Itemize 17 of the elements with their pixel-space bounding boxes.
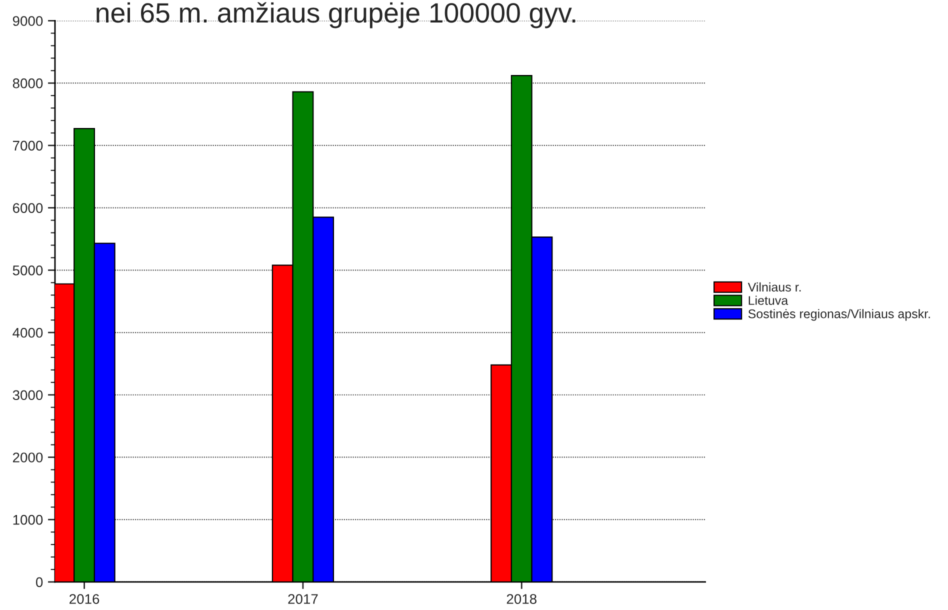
y-tick-label: 2000 — [12, 452, 43, 462]
y-tick-label: 0 — [36, 577, 43, 588]
chart-title: nei 65 m. amžiaus grupėje 100000 gyv. — [96, 2, 576, 28]
legend-label: Sostinės regionas/Vilniaus apskr. — [748, 309, 930, 321]
y-tick-label: 7000 — [12, 140, 43, 151]
y-tick-label: 4000 — [12, 328, 43, 338]
y-tick-label: 8000 — [12, 78, 43, 88]
legend-label: Vilniaus r. — [748, 282, 801, 292]
y-tick-label: 5000 — [12, 265, 43, 276]
y-tick-label: 1000 — [13, 514, 43, 525]
y-tick-label: 9000 — [12, 16, 43, 26]
y-tick-label: 6000 — [12, 203, 43, 213]
legend-label: Lietuva — [748, 296, 788, 305]
x-tick-label: 2018 — [506, 594, 536, 604]
x-tick-label: 2017 — [288, 594, 318, 604]
x-tick-label: 2016 — [70, 594, 100, 604]
y-tick-label: 3000 — [12, 390, 43, 400]
